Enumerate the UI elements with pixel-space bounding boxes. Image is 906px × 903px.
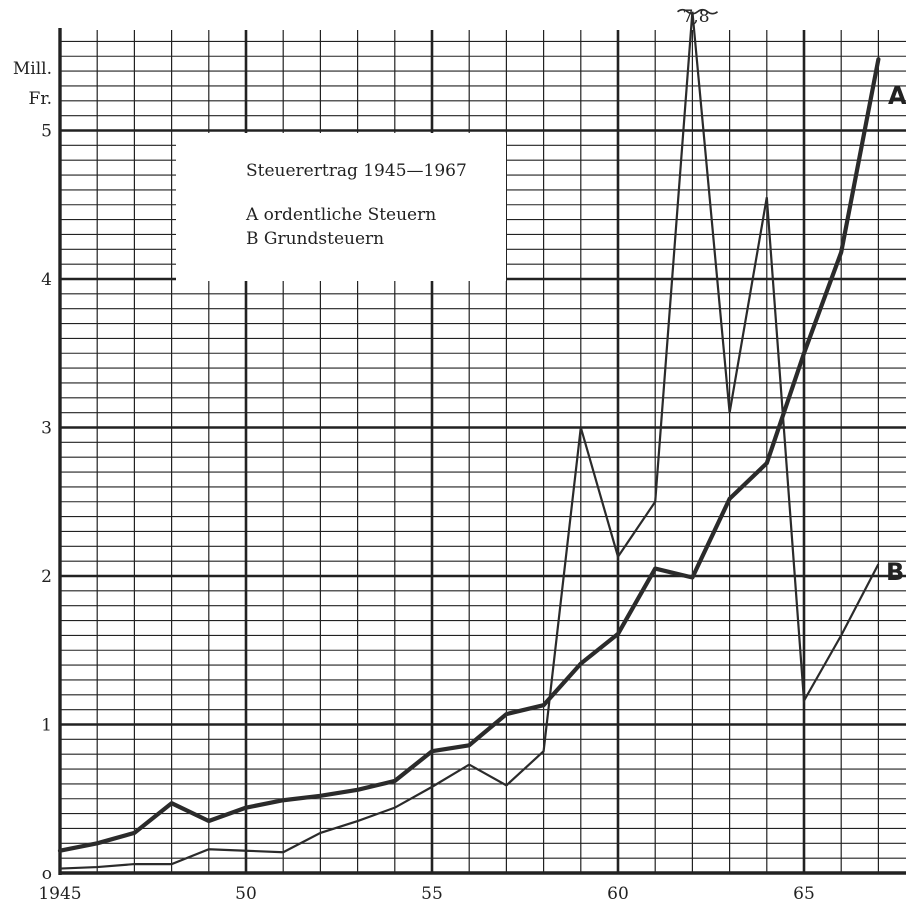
y-tick-label: 3 [41,419,52,439]
y-unit-mill: Mill. [13,59,52,79]
legend: Steuerertrag 1945—1967 A ordentliche Ste… [176,133,506,281]
x-tick-label: 55 [421,884,443,903]
x-tick-label: 60 [607,884,629,903]
legend-title: Steuerertrag 1945—1967 [246,161,467,181]
peak-break-mark [677,8,719,15]
x-tick-label: 50 [235,884,257,903]
series-b [59,11,880,870]
y-tick-label: 4 [41,270,52,290]
series-a-tag: A [888,82,906,110]
y-tick-label: 5 [41,122,52,142]
y-tick-labels: o 1 2 3 4 5 [41,122,52,885]
legend-item-a: A ordentliche Steuern [246,205,437,225]
y-unit-fr: Fr. [29,89,52,109]
y-tick-label: 2 [41,567,52,587]
series-b-tag: B [886,558,904,586]
peak-annotation: 7,8 [677,7,719,27]
y-axis: Mill. Fr. [13,59,52,109]
y-tick-label: 1 [41,716,52,736]
series-a [57,57,881,853]
legend-item-b: B Grundsteuern [246,229,385,249]
x-tick-label: 1945 [38,884,81,903]
x-tick-label: 65 [793,884,815,903]
x-tick-labels: 1945 50 55 60 65 [38,884,814,903]
y-tick-label: o [42,864,52,884]
